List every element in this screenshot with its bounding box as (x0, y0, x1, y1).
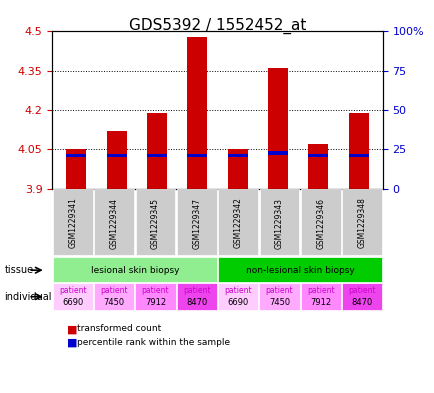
Text: patient: patient (183, 286, 210, 295)
Text: lesional skin biopsy: lesional skin biopsy (90, 266, 179, 275)
Text: 6690: 6690 (227, 298, 248, 307)
Bar (227, 154, 247, 157)
Text: GSM1229348: GSM1229348 (357, 198, 366, 248)
Text: GSM1229341: GSM1229341 (68, 198, 77, 248)
Bar (187, 37, 207, 189)
Bar (267, 68, 287, 189)
Bar (147, 154, 167, 157)
Text: patient: patient (348, 286, 375, 295)
Text: GDS5392 / 1552452_at: GDS5392 / 1552452_at (128, 18, 306, 34)
Text: patient: patient (224, 286, 251, 295)
Bar (66, 154, 86, 157)
Text: GSM1229343: GSM1229343 (274, 198, 283, 248)
Text: patient: patient (100, 286, 128, 295)
Text: tissue: tissue (4, 265, 33, 275)
Text: percentile rank within the sample: percentile rank within the sample (77, 338, 230, 347)
Text: GSM1229345: GSM1229345 (151, 198, 160, 248)
Text: patient: patient (141, 286, 169, 295)
Bar (348, 113, 368, 189)
Text: GSM1229347: GSM1229347 (192, 198, 201, 248)
Bar (66, 149, 86, 189)
Bar (267, 151, 287, 154)
Bar (106, 154, 126, 157)
Text: 7450: 7450 (268, 298, 289, 307)
Bar (348, 154, 368, 157)
Text: patient: patient (306, 286, 334, 295)
Text: patient: patient (59, 286, 86, 295)
Text: 7450: 7450 (103, 298, 125, 307)
Text: individual: individual (4, 292, 52, 302)
Text: 7912: 7912 (145, 298, 166, 307)
Bar (308, 154, 328, 157)
Text: transformed count: transformed count (77, 324, 161, 333)
Text: non-lesional skin biopsy: non-lesional skin biopsy (245, 266, 354, 275)
Text: GSM1229346: GSM1229346 (316, 198, 325, 248)
Text: ■: ■ (67, 324, 78, 334)
Text: GSM1229342: GSM1229342 (233, 198, 242, 248)
Text: 8470: 8470 (351, 298, 372, 307)
Text: patient: patient (265, 286, 293, 295)
Bar (227, 149, 247, 189)
Text: ■: ■ (67, 338, 78, 348)
Text: 6690: 6690 (62, 298, 83, 307)
Bar (308, 144, 328, 189)
Text: 8470: 8470 (186, 298, 207, 307)
Bar (187, 154, 207, 157)
Text: GSM1229344: GSM1229344 (109, 198, 118, 248)
Text: 7912: 7912 (309, 298, 331, 307)
Bar (147, 113, 167, 189)
Bar (106, 131, 126, 189)
